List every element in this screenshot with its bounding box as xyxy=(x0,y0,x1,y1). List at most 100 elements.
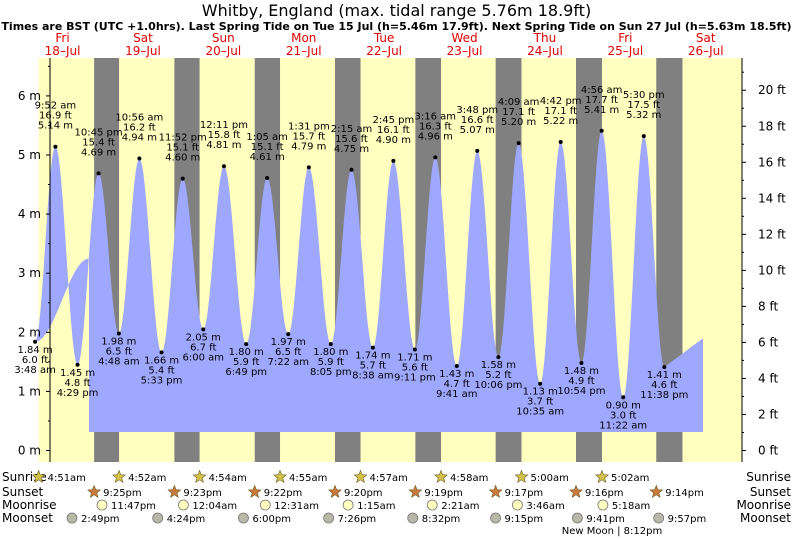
tide-height-m: 1.71 m xyxy=(397,352,432,363)
tide-curve xyxy=(35,130,704,433)
tide-height-ft: 16.3 ft xyxy=(419,121,452,132)
tide-height-m: 1.45 m xyxy=(60,368,95,379)
tide-height-ft: 5.9 ft xyxy=(318,357,344,368)
low-tide-label: 1.97 m6.5 ft7:22 am xyxy=(267,337,309,368)
tide-height-m: 4.79 m xyxy=(291,141,326,152)
sunrise-time: 4:51am xyxy=(48,473,86,484)
tide-time: 9:11 pm xyxy=(394,372,436,383)
low-tide-label: 2.05 m6.7 ft6:00 am xyxy=(182,332,224,363)
moonrise-time: 3:46am xyxy=(526,501,564,512)
sunset-time: 9:25pm xyxy=(103,488,142,499)
tide-marker xyxy=(328,342,333,347)
tide-height-ft: 15.4 ft xyxy=(82,137,115,148)
sunset-time: 9:20pm xyxy=(344,488,383,499)
day-date: 23–Jul xyxy=(447,44,483,58)
sunrise-icon xyxy=(434,469,448,483)
right-tick-label: 4 ft xyxy=(758,371,778,385)
tide-height-m: 1.74 m xyxy=(355,351,390,362)
left-tick-label: 0 m xyxy=(18,444,41,458)
tide-time: 7:22 am xyxy=(267,357,309,368)
tide-height-m: 5.14 m xyxy=(38,121,73,132)
tide-marker xyxy=(475,148,480,153)
moonrise-time: 12:04am xyxy=(192,501,237,512)
sunset-icon xyxy=(408,484,423,498)
tide-height-m: 1.66 m xyxy=(144,355,179,366)
tide-height-m: 4.94 m xyxy=(122,133,157,144)
sunrise-time: 4:57am xyxy=(370,473,408,484)
right-tick-label: 8 ft xyxy=(758,299,778,313)
tide-height-ft: 16.1 ft xyxy=(377,125,410,136)
tide-marker xyxy=(391,158,396,163)
tide-time: 10:56 am xyxy=(115,113,163,124)
sunset-icon xyxy=(328,484,342,498)
tide-height-ft: 16.2 ft xyxy=(123,123,156,134)
moonrise-time: 2:21am xyxy=(441,501,479,512)
low-tide-label: 1.71 m5.6 ft9:11 pm xyxy=(394,352,436,383)
chart-subtitle: Times are BST (UTC +1.0hrs). Last Spring… xyxy=(1,20,791,33)
sunset-time: 9:19pm xyxy=(424,488,463,499)
sunset-time: 9:23pm xyxy=(183,488,222,499)
row-label-right-moonrise: Moonrise xyxy=(736,498,791,512)
day-name: Sat xyxy=(696,31,716,45)
tide-height-ft: 6.7 ft xyxy=(190,342,216,353)
sunset-icon xyxy=(488,484,503,498)
tide-height-ft: 4.8 ft xyxy=(64,378,90,389)
tide-time: 4:29 pm xyxy=(57,388,99,399)
tide-height-m: 1.58 m xyxy=(481,360,516,371)
left-tick-label: 3 m xyxy=(18,266,41,280)
moonrise-icon xyxy=(259,499,271,511)
tide-marker xyxy=(433,155,438,160)
day-name: Fri xyxy=(55,31,69,45)
row-label-right-sunrise: Sunrise xyxy=(746,470,791,484)
tide-height-m: 1.13 m xyxy=(523,387,558,398)
tide-time: 10:06 pm xyxy=(474,380,522,391)
right-tick-label: 12 ft xyxy=(758,227,786,241)
moonrise-icon xyxy=(342,499,354,511)
tide-height-m: 4.96 m xyxy=(418,131,453,142)
low-tide-label: 1.66 m5.4 ft5:33 pm xyxy=(141,355,183,386)
low-tide-label: 1.84 m6.0 ft3:48 am xyxy=(14,345,56,376)
tide-marker xyxy=(579,361,584,366)
tide-marker xyxy=(496,355,501,360)
tide-height-ft: 17.5 ft xyxy=(627,100,660,111)
tide-height-ft: 15.1 ft xyxy=(166,143,199,154)
moonset-time: 2:49pm xyxy=(81,514,120,525)
day-date: 20–Jul xyxy=(205,44,241,58)
tide-height-ft: 16.9 ft xyxy=(39,111,72,122)
day-date: 25–Jul xyxy=(607,44,643,58)
tide-height-m: 4.81 m xyxy=(206,140,241,151)
tide-area xyxy=(35,130,704,433)
tide-time: 10:45 pm xyxy=(75,127,123,138)
day-name: Mon xyxy=(291,31,316,45)
tide-time: 8:05 pm xyxy=(310,367,352,378)
tide-height-m: 5.22 m xyxy=(543,116,578,127)
tide-time: 2:45 pm xyxy=(372,115,414,126)
tide-marker xyxy=(599,128,604,133)
moonset-time: 8:32pm xyxy=(422,514,461,525)
tide-height-m: 5.07 m xyxy=(460,125,495,136)
tide-marker xyxy=(516,141,521,146)
tide-time: 6:49 pm xyxy=(225,367,267,378)
left-tick-label: 2 m xyxy=(18,325,41,339)
tide-height-ft: 5.4 ft xyxy=(148,365,174,376)
row-label-left-moonset: Moonset xyxy=(2,511,53,525)
tide-height-ft: 15.6 ft xyxy=(335,134,368,145)
sunrise-icon xyxy=(353,469,368,483)
sunrise-time: 4:55am xyxy=(289,473,327,484)
moonrise-icon xyxy=(597,499,609,511)
row-label-right-moonset: Moonset xyxy=(740,511,791,525)
tide-height-m: 1.98 m xyxy=(101,336,136,347)
tide-height-ft: 15.8 ft xyxy=(208,130,241,141)
sunset-time: 9:22pm xyxy=(264,488,303,499)
moonrise-icon xyxy=(511,499,523,511)
moonset-icon xyxy=(238,512,249,524)
